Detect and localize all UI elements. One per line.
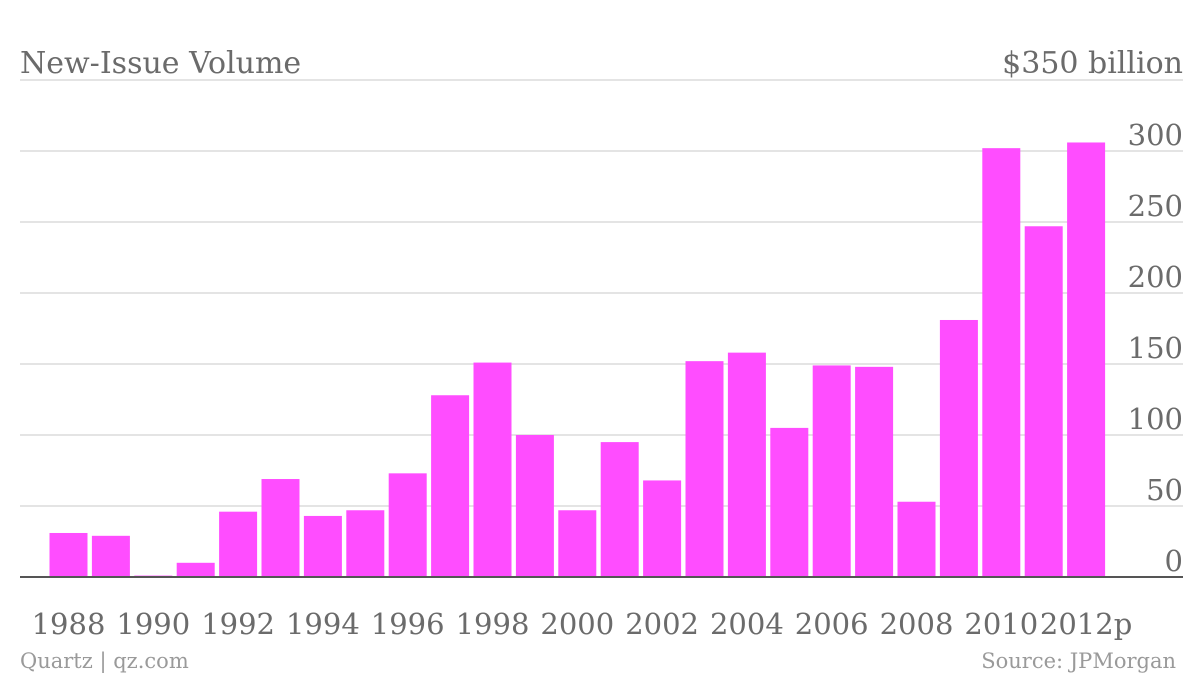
y-tick-label: 100 [1128, 402, 1183, 436]
y-tick-label: 50 [1146, 473, 1183, 507]
x-tick-label: 1992 [201, 607, 275, 641]
x-tick-label: 1988 [32, 607, 106, 641]
y-tick-label: 0 [1165, 544, 1183, 578]
x-tick-label: 1994 [286, 607, 360, 641]
x-tick-label: 1990 [116, 607, 190, 641]
y-tick-label: 250 [1128, 189, 1183, 223]
chart-title: New-Issue Volume [20, 46, 301, 81]
x-tick-label: 1998 [456, 607, 530, 641]
gridlines [20, 79, 1183, 507]
bar-1988 [49, 532, 88, 577]
bar-2005 [770, 427, 809, 577]
bar-1995 [346, 510, 385, 577]
bar-2009 [939, 319, 978, 577]
x-tick-label: 2006 [795, 607, 869, 641]
bar-1991 [176, 562, 215, 577]
footer-credit: Quartz | qz.com [20, 649, 189, 674]
bar-2011 [1024, 226, 1063, 577]
bar-2012p [1067, 142, 1106, 578]
x-axis-tick-labels: 1988 1990 1992 1994 1996 1998 2000 2002 2004 2006… [32, 607, 1133, 641]
y-tick-label: 200 [1128, 260, 1183, 294]
y-tick-label: 150 [1128, 331, 1183, 365]
bar-1996 [388, 473, 427, 577]
bar-2002 [643, 480, 682, 577]
footer-source: Source: JPMorgan [981, 649, 1176, 673]
bar-2008 [897, 501, 936, 577]
bar-2004 [727, 352, 766, 577]
bar-1998 [473, 362, 512, 577]
y-tick-label: 300 [1128, 118, 1183, 152]
x-tick-label: 2010 [964, 607, 1038, 641]
bars [49, 142, 1106, 578]
bar-2000 [558, 510, 597, 577]
bar-1999 [515, 435, 554, 577]
x-tick-label: 2000 [540, 607, 614, 641]
bar-2001 [600, 442, 639, 577]
bar-2010 [982, 148, 1021, 577]
bar-1989 [91, 535, 130, 577]
x-tick-label: 2002 [625, 607, 699, 641]
bar-2006 [812, 365, 851, 577]
bar-1992 [219, 511, 258, 577]
bar-1997 [431, 395, 470, 577]
x-tick-label: 1996 [371, 607, 445, 641]
x-tick-label: 2012p [1040, 607, 1132, 641]
bar-2003 [685, 361, 724, 577]
bar-1993 [261, 479, 300, 577]
x-tick-label: 2004 [710, 607, 784, 641]
bar-2007 [855, 366, 894, 577]
bar-1994 [303, 515, 342, 577]
x-tick-label: 2008 [880, 607, 954, 641]
y-axis-unit-label: $350 billion [1002, 46, 1183, 81]
y-axis-tick-labels: 0 50 100 150 200 250 300 [1128, 118, 1183, 578]
